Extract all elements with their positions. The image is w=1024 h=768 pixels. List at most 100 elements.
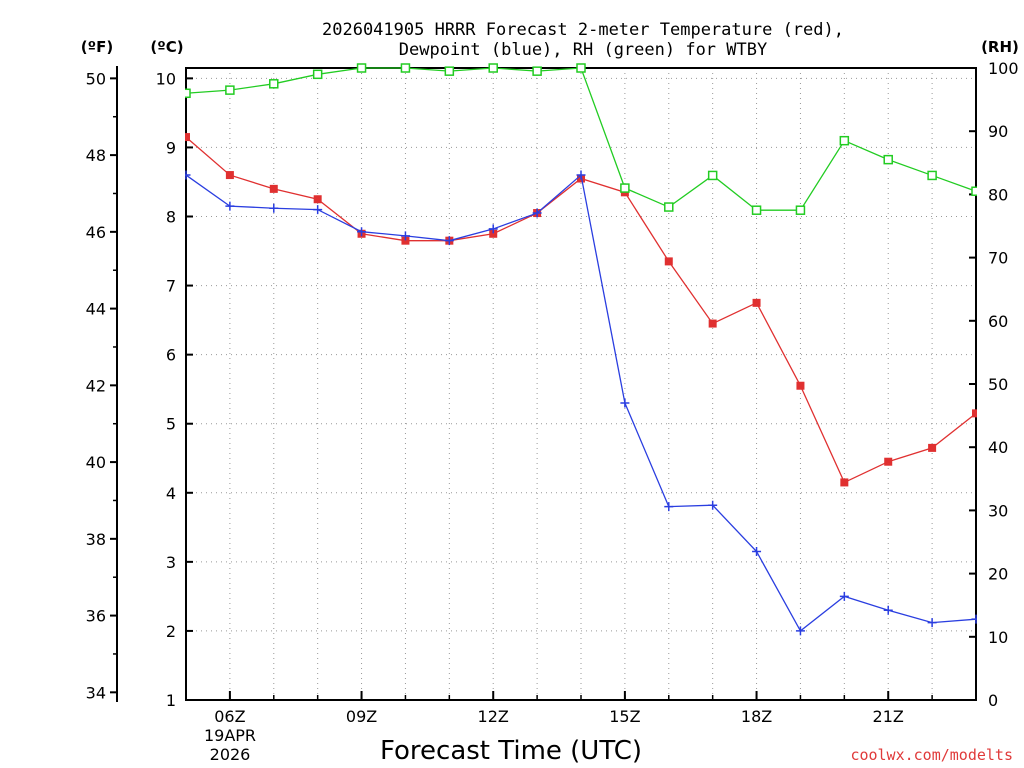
x-tick-label: 18Z: [741, 707, 772, 726]
temperature-point: [489, 229, 498, 238]
x-axis-label: Forecast Time (UTC): [380, 736, 642, 766]
rh-axis-label: (RH): [981, 38, 1019, 56]
rh-point: [839, 135, 850, 146]
celsius-tick-label: 4: [166, 484, 176, 503]
temperature-point: [313, 195, 322, 204]
rh-point: [225, 85, 235, 95]
temperature-point: [928, 443, 937, 452]
rh-tick-label: 80: [988, 185, 1008, 204]
fahrenheit-axis-label: (ºF): [81, 38, 113, 56]
fahrenheit-tick-label: 36: [86, 607, 106, 626]
temperature-point: [664, 257, 673, 266]
temperature-point: [752, 298, 761, 307]
celsius-tick-label: 3: [166, 553, 176, 572]
dewpoint-point: [795, 626, 805, 636]
date-label-year: 2026: [210, 745, 251, 764]
rh-tick-label: 70: [988, 249, 1008, 268]
rh-point: [751, 205, 762, 215]
chart-title-line1: 2026041905 HRRR Forecast 2-meter Tempera…: [322, 20, 844, 40]
rh-point: [269, 79, 279, 89]
dewpoint-point: [839, 591, 849, 601]
temperature-point: [225, 171, 234, 180]
series-rh: [185, 63, 977, 215]
rh-point: [356, 63, 367, 73]
dewpoint-point: [444, 236, 454, 246]
rh-point: [795, 205, 806, 215]
rh-point: [444, 66, 455, 76]
fahrenheit-tick-label: 50: [86, 69, 106, 88]
temperature-point: [972, 409, 977, 418]
rh-point: [927, 170, 937, 181]
dewpoint-point: [269, 203, 279, 213]
celsius-tick-label: 9: [166, 138, 176, 157]
dewpoint-point: [708, 500, 718, 510]
dewpoint-point: [576, 170, 586, 180]
x-tick-label: 12Z: [478, 707, 509, 726]
rh-tick-label: 60: [988, 312, 1008, 331]
rh-point: [883, 154, 893, 165]
rh-tick-label: 40: [988, 438, 1008, 457]
dewpoint-point: [357, 227, 367, 237]
celsius-tick-label: 7: [166, 277, 176, 296]
rh-point: [312, 69, 323, 80]
rh-tick-label: 100: [988, 59, 1019, 78]
celsius-tick-label: 5: [166, 415, 176, 434]
rh-tick-label: 20: [988, 565, 1008, 584]
dewpoint-point: [532, 208, 542, 218]
x-tick-label: 15Z: [609, 707, 640, 726]
fahrenheit-tick-label: 38: [86, 530, 106, 549]
celsius-tick-label: 10: [156, 69, 176, 88]
rh-tick-label: 0: [988, 691, 998, 710]
temperature-point: [269, 184, 278, 193]
tick-labels: 1234567891034363840424446485001020304050…: [86, 59, 1019, 726]
watermark: coolwx.com/modelts: [850, 746, 1013, 764]
dewpoint-point: [927, 618, 937, 628]
rh-point: [664, 202, 674, 212]
x-tick-label: 06Z: [214, 707, 245, 726]
fahrenheit-tick-label: 40: [86, 453, 106, 472]
temperature-point: [708, 319, 717, 328]
dewpoint-point: [971, 614, 977, 624]
fahrenheit-tick-label: 48: [86, 146, 106, 165]
rh-point: [576, 63, 586, 73]
grid-lines: [186, 68, 976, 700]
celsius-tick-label: 1: [166, 691, 176, 710]
rh-point: [620, 183, 630, 193]
date-label-day: 19APR: [204, 726, 256, 745]
dewpoint-point: [225, 201, 235, 211]
dewpoint-point: [620, 398, 630, 408]
x-tick-label: 21Z: [873, 707, 904, 726]
rh-point: [400, 63, 411, 73]
rh-point: [532, 66, 542, 76]
dewpoint-point: [185, 170, 191, 180]
dewpoint-point: [752, 546, 762, 556]
celsius-tick-label: 6: [166, 346, 176, 365]
dewpoint-point: [883, 605, 893, 615]
celsius-axis-label: (ºC): [150, 38, 183, 56]
dewpoint-point: [400, 231, 410, 241]
temperature-point: [185, 133, 190, 142]
rh-point: [488, 63, 498, 73]
rh-point: [185, 88, 191, 99]
temperature-point: [840, 478, 849, 487]
dewpoint-point: [313, 205, 323, 215]
celsius-tick-label: 8: [166, 208, 176, 227]
rh-point: [971, 186, 977, 196]
axes: [110, 66, 977, 702]
temperature-point: [401, 236, 410, 245]
rh-tick-label: 30: [988, 501, 1008, 520]
temperature-point: [884, 457, 893, 466]
fahrenheit-tick-label: 44: [86, 300, 106, 319]
dewpoint-point: [488, 224, 498, 234]
fahrenheit-tick-label: 42: [86, 376, 106, 395]
data-series: [185, 63, 977, 636]
fahrenheit-tick-label: 46: [86, 223, 106, 242]
celsius-tick-label: 2: [166, 622, 176, 641]
rh-point: [707, 170, 718, 181]
x-tick-label: 09Z: [346, 707, 377, 726]
rh-tick-label: 90: [988, 122, 1008, 141]
series-dewpoint: [185, 170, 977, 636]
fahrenheit-tick-label: 34: [86, 683, 106, 702]
temperature-point: [796, 381, 805, 390]
